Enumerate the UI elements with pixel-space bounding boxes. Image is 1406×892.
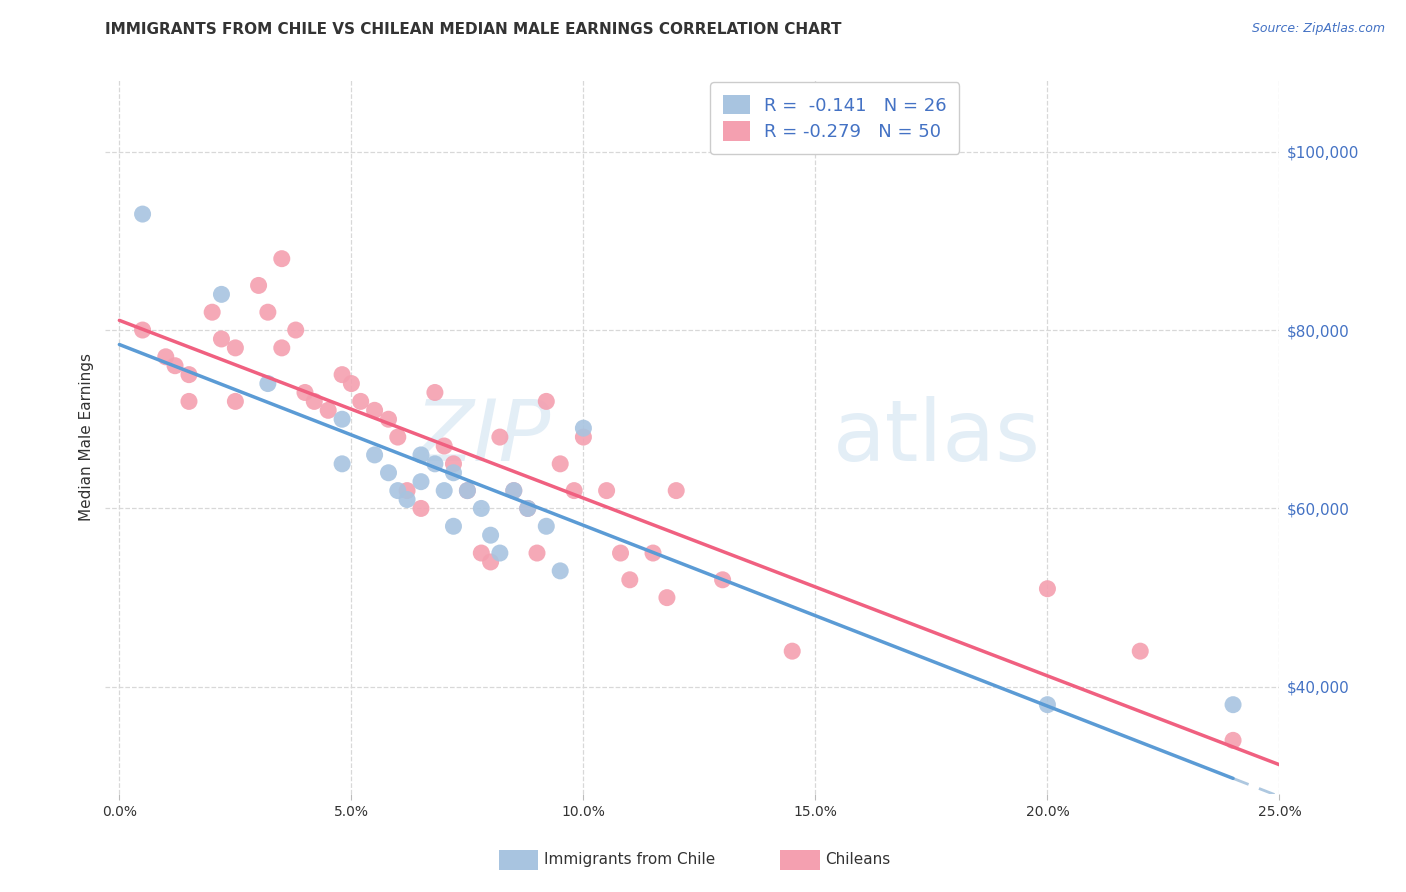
Point (423, 457, 446, 471)
Point (270, 341, 292, 355)
Point (516, 501, 538, 516)
Text: Source: ZipAtlas.com: Source: ZipAtlas.com (1251, 22, 1385, 36)
Point (177, 368, 200, 382)
Point (363, 448, 385, 462)
Point (1129, 644, 1152, 658)
Text: Immigrants from Chile: Immigrants from Chile (544, 853, 716, 867)
Point (456, 483, 478, 498)
Point (257, 305, 280, 319)
Point (340, 376, 363, 391)
Point (330, 368, 353, 382)
Point (409, 501, 432, 516)
Text: Chileans: Chileans (825, 853, 890, 867)
Point (562, 483, 585, 498)
Point (502, 483, 524, 498)
Point (536, 519, 558, 533)
Text: atlas: atlas (834, 395, 1042, 479)
Point (211, 332, 233, 346)
Point (131, 207, 153, 221)
Y-axis label: Median Male Earnings: Median Male Earnings (79, 353, 94, 521)
Point (409, 475, 432, 489)
Point (1222, 698, 1244, 712)
Point (396, 483, 419, 498)
Point (330, 457, 353, 471)
Point (665, 483, 688, 498)
Point (443, 519, 465, 533)
Point (284, 323, 307, 337)
Point (641, 546, 664, 560)
Legend: R =  -0.141   N = 26, R = -0.279   N = 50: R = -0.141 N = 26, R = -0.279 N = 50 (710, 82, 959, 153)
Point (165, 359, 187, 373)
Point (489, 546, 512, 560)
Point (377, 466, 399, 480)
Point (224, 341, 246, 355)
Point (572, 421, 595, 435)
Point (257, 376, 280, 391)
Point (489, 430, 512, 444)
Point (247, 278, 270, 293)
Point (609, 546, 631, 560)
Point (595, 483, 617, 498)
Point (201, 305, 224, 319)
Point (470, 546, 492, 560)
Point (177, 394, 200, 409)
Point (155, 350, 177, 364)
Point (387, 430, 409, 444)
Point (502, 483, 524, 498)
Point (470, 501, 492, 516)
Point (363, 403, 385, 417)
Point (224, 394, 246, 409)
Point (548, 457, 571, 471)
Point (409, 448, 432, 462)
Point (572, 430, 595, 444)
Point (655, 591, 678, 605)
Point (516, 501, 538, 516)
Point (270, 252, 292, 266)
Point (211, 287, 233, 301)
Point (1036, 582, 1059, 596)
Point (1036, 698, 1059, 712)
Text: ZIP: ZIP (415, 395, 551, 479)
Point (479, 528, 502, 542)
Text: IMMIGRANTS FROM CHILE VS CHILEAN MEDIAN MALE EARNINGS CORRELATION CHART: IMMIGRANTS FROM CHILE VS CHILEAN MEDIAN … (105, 22, 842, 37)
Point (780, 644, 803, 658)
Point (350, 394, 373, 409)
Point (619, 573, 641, 587)
Point (396, 492, 419, 507)
Point (387, 483, 409, 498)
Point (536, 394, 558, 409)
Point (443, 457, 465, 471)
Point (548, 564, 571, 578)
Point (423, 385, 446, 400)
Point (456, 483, 478, 498)
Point (1222, 733, 1244, 747)
Point (377, 412, 399, 426)
Point (316, 403, 339, 417)
Point (443, 466, 465, 480)
Point (526, 546, 548, 560)
Point (330, 412, 353, 426)
Point (433, 483, 456, 498)
Point (294, 385, 316, 400)
Point (304, 394, 326, 409)
Point (131, 323, 153, 337)
Point (433, 439, 456, 453)
Point (479, 555, 502, 569)
Point (711, 573, 734, 587)
